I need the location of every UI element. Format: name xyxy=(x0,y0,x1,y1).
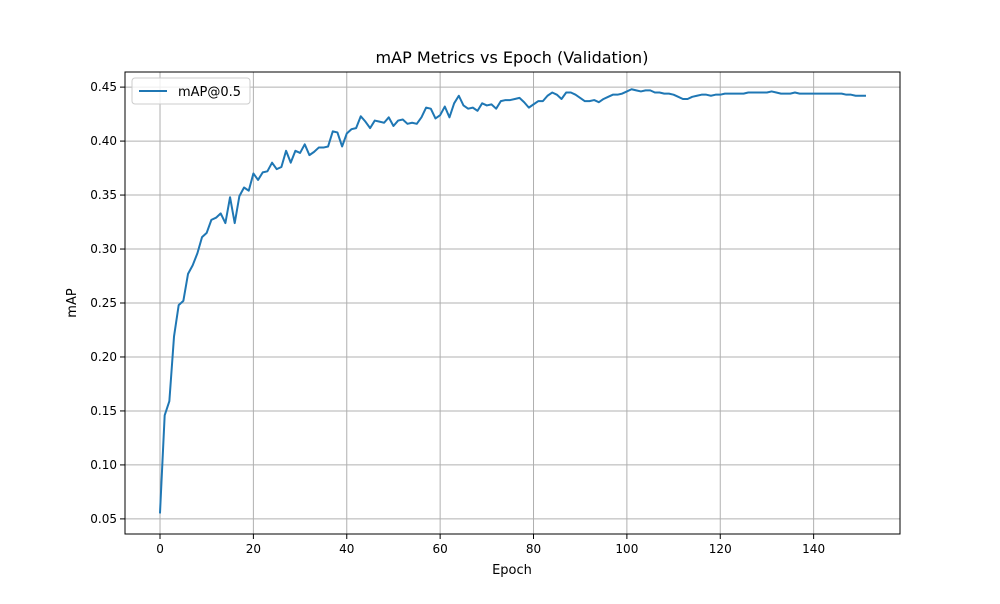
grid-layer xyxy=(125,72,900,534)
x-tick-label: 100 xyxy=(615,542,638,556)
x-tick-label: 60 xyxy=(432,542,447,556)
series-line-map-0-5 xyxy=(158,88,866,514)
y-tick-label: 0.15 xyxy=(90,404,117,418)
legend-label: mAP@0.5 xyxy=(178,85,241,100)
y-tick-label: 0.35 xyxy=(90,188,117,202)
series-layer xyxy=(158,88,866,514)
y-tick-label: 0.45 xyxy=(90,80,117,94)
y-tick-label: 0.30 xyxy=(90,242,117,256)
x-tick-label: 80 xyxy=(526,542,541,556)
y-axis-label: mAP xyxy=(65,288,80,318)
legend: mAP@0.5 xyxy=(131,77,251,105)
y-tick-label: 0.25 xyxy=(90,296,117,310)
y-tick-label: 0.40 xyxy=(90,134,117,148)
x-tick-label: 140 xyxy=(802,542,825,556)
y-axis-ticks: 0.05 0.10 0.15 0.20 0.25 0.30 0.35 0.40 0.45 xyxy=(90,80,125,526)
legend-box xyxy=(131,77,251,105)
x-tick-label: 0 xyxy=(156,542,164,556)
x-axis-label: Epoch xyxy=(492,563,532,578)
x-tick-label: 120 xyxy=(709,542,732,556)
x-tick-label: 20 xyxy=(246,542,261,556)
y-tick-label: 0.05 xyxy=(90,512,117,526)
y-tick-label: 0.10 xyxy=(90,458,117,472)
x-tick-label: 40 xyxy=(339,542,354,556)
x-axis-ticks: 0 20 40 60 80 100 120 140 xyxy=(156,534,825,556)
y-tick-label: 0.20 xyxy=(90,350,117,364)
chart-title: mAP Metrics vs Epoch (Validation) xyxy=(376,48,649,67)
